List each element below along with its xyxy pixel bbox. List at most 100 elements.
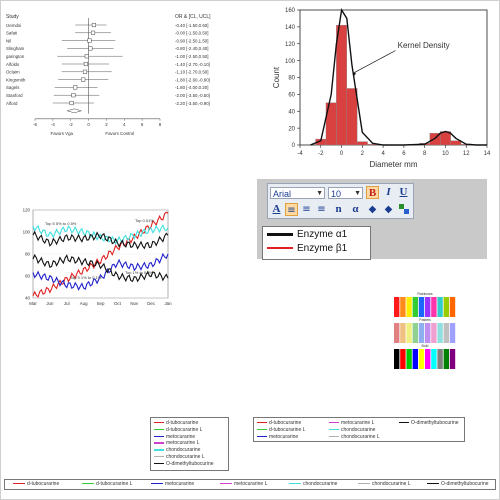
x-tick-label: Dec [147,301,156,306]
forest-estimate-text: -0.00 [-1.50,0.50] [175,31,208,36]
forest-estimate-text: -0.80 [-2.40,0.40] [175,46,208,51]
legend-item: chondocurarine [329,427,375,433]
legend-item: d-tubocurarine [154,420,198,426]
line-series-black [32,253,169,283]
superscript-n-button[interactable]: n [335,203,342,215]
legend-swatch [427,482,439,485]
legend-swatch [220,482,232,485]
x-tick-label: 4 [381,151,385,157]
font-family-value: Arial [273,189,292,199]
chevron-down-icon: ▼ [316,190,323,197]
y-tick-label: 40 [25,296,30,301]
forest-point-marker [71,93,76,98]
legend-item: d-tubocurarine [13,480,59,489]
bold-button[interactable]: B [366,186,379,199]
swatch-group-title: Pastels [419,318,431,322]
italic-button[interactable]: I [386,186,391,198]
align-left-icon[interactable]: ≡ [285,203,298,216]
color-swatch [449,297,456,317]
legend-swatch [257,428,267,431]
legend-swatch [154,449,164,451]
legend-swatch [329,428,339,431]
color-swatch [406,297,412,317]
chevron-down-icon: ▼ [354,190,361,197]
color-swatch [394,349,400,369]
y-tick-label: 120 [23,208,31,213]
y-axis-label: Count [272,66,281,88]
x-tick-label: Jun [46,301,54,306]
legend-item: chondocurarine L [358,480,411,489]
forest-estimate-text: -2.20 [-3.50,-0.90] [175,101,210,106]
color-swatch [425,297,431,317]
legend-item: metocurarine [154,434,195,440]
color-swatch [443,323,449,343]
x-axis-label: Diameter mm [369,160,417,169]
y-tick-label: 60 [288,93,295,99]
color-swatch [437,349,443,369]
x-tick-label: 0 [340,151,344,157]
color-swatch [406,323,412,343]
legend-label: chondocurarine L [372,481,411,487]
fill-color-icon[interactable] [397,203,410,216]
color-swatch [394,323,400,343]
color-swatch [443,297,449,317]
legend-label: O-dimethyltubocurine [166,460,214,467]
color-swatch [425,349,431,369]
histogram-bar [336,24,347,146]
legend-swatch [154,462,164,465]
legend-item-enzyme-a1: Enzyme α1 [267,229,347,241]
kernel-density-line [310,8,487,146]
legend-label: metocurarine L [234,481,268,487]
align-right-icon[interactable]: ≡ [317,204,326,215]
y-tick-label: 120 [285,42,296,48]
underline-button[interactable]: U [399,186,408,198]
color-swatch [418,323,425,343]
x-tick-label: Nov [130,301,139,306]
diamond-icon[interactable]: ◆ [368,204,377,215]
y-tick-label: 100 [285,59,296,65]
forest-estimate-text: -0.90 [-2.50,1.50] [175,38,208,43]
x-tick-label: 14 [484,151,491,157]
enzyme-legend[interactable]: Enzyme α1 Enzyme β1 [262,226,371,260]
swatch-group-title: Rainbows [417,292,433,296]
color-swatch [400,297,406,317]
x-tick-label: 6 [402,151,406,157]
forest-header-or: OR & [CL, UCL] [175,14,211,20]
x-tick-label: -4 [297,151,303,157]
x-tick-label: 12 [463,151,470,157]
histogram-bar [450,140,462,146]
forest-favors-right: Favors Control [105,131,134,136]
legend-item: metocurarine [151,480,194,489]
legend-label: metocurarine [166,433,196,440]
color-swatch [406,349,412,369]
legend-label: metocurarine L [166,440,200,447]
y-tick-label: 60 [25,274,30,279]
line-annotation: Top 0.01% [135,218,154,223]
line-series-black [32,230,169,250]
forest-estimate-text: -1.80 [-4.00,0.20] [175,85,208,90]
swatch-group-title: Bold [421,344,428,348]
forest-x-tick-label: 6 [141,122,144,127]
forest-x-tick-label: 2 [105,122,108,127]
color-swatch-palette: Rainbows Pastels Bold [394,292,456,369]
forest-study-label: Oclaim [6,70,20,75]
forest-point-marker [73,85,78,90]
color-swatch [412,297,418,317]
legend-swatch [257,421,267,424]
color-swatch [437,297,443,317]
color-swatch [400,349,406,369]
histogram-bar [346,88,358,146]
x-tick-label: Jan [164,301,172,306]
marker-style-icon[interactable]: ◆ [384,204,393,215]
line-series-cyan [32,223,169,246]
line-series-blue [32,252,169,291]
line-chart: 40 60 80 100 120 Mar Jun Jul Aug Sep Oct Nov Dec Jan T… [23,208,172,306]
legend-swatch [82,482,94,485]
font-color-button[interactable]: A [272,203,281,215]
font-family-select[interactable]: Arial ▼ [270,187,325,199]
align-center-icon[interactable]: ≡ [302,204,311,215]
symbol-alpha-button[interactable]: α [352,203,359,215]
font-size-select[interactable]: 10 ▼ [328,187,363,199]
color-swatch [443,349,449,369]
